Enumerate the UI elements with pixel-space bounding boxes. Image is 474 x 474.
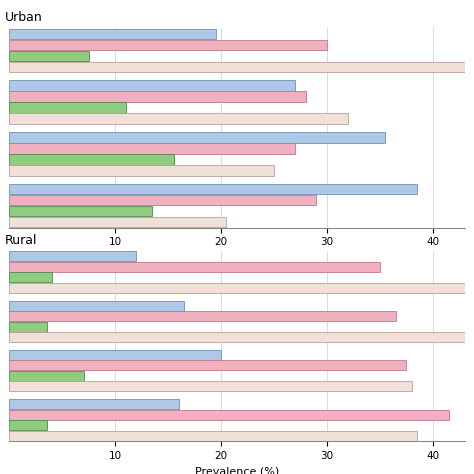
Bar	[9, 62, 474, 72]
Bar	[9, 132, 385, 143]
Bar	[9, 206, 152, 216]
Bar	[9, 184, 417, 194]
Bar	[9, 29, 216, 39]
Bar	[9, 217, 227, 227]
Text: Rural: Rural	[5, 235, 37, 247]
Bar	[9, 262, 380, 272]
Bar	[9, 420, 46, 430]
Bar	[9, 154, 173, 164]
Bar	[9, 51, 89, 61]
X-axis label: Prevalence (%): Prevalence (%)	[195, 466, 279, 474]
Bar	[9, 195, 316, 205]
Bar	[9, 410, 449, 419]
Bar	[9, 301, 184, 310]
Bar	[9, 252, 137, 261]
Bar	[9, 113, 348, 124]
Bar	[9, 322, 46, 332]
Bar	[9, 283, 474, 293]
Bar	[9, 165, 274, 175]
Bar	[9, 350, 221, 360]
Bar	[9, 91, 306, 102]
Text: Urban: Urban	[5, 11, 43, 25]
Bar	[9, 371, 83, 381]
Bar	[9, 311, 396, 321]
Bar	[9, 81, 295, 91]
Bar	[9, 360, 406, 370]
Bar	[9, 382, 411, 392]
Bar	[9, 102, 126, 113]
Bar	[9, 143, 295, 154]
Bar	[9, 40, 327, 50]
Bar	[9, 273, 52, 283]
Bar	[9, 431, 417, 440]
Bar	[9, 332, 474, 342]
Bar	[9, 399, 179, 409]
